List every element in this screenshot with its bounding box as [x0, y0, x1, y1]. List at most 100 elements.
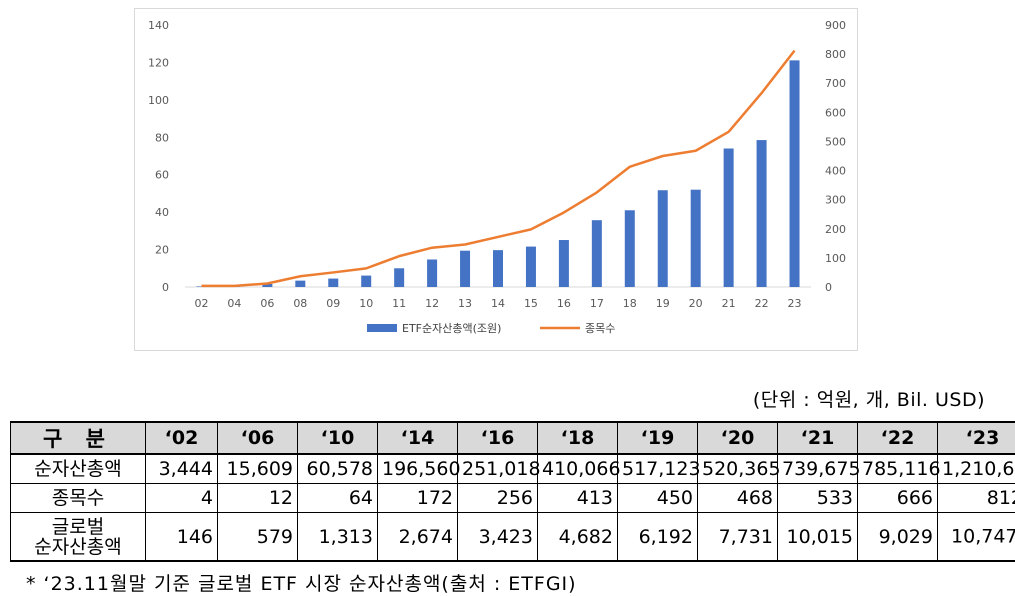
x-tick-label: 22	[755, 297, 769, 310]
y-left-tick-label: 40	[155, 206, 169, 219]
table-cell: 60,578	[297, 453, 378, 484]
chart-panel: 0 20 40 60 80 100 120 140 0 100 200 300 400 500 600 700…	[134, 8, 858, 351]
x-tick-label: 14	[491, 297, 505, 310]
bar	[394, 268, 405, 287]
x-tick-label: 12	[425, 297, 439, 310]
table-cell: 6,192	[617, 512, 698, 562]
table-cell: 15,609	[217, 453, 298, 484]
y-left-tick-label: 20	[155, 244, 169, 257]
y-right-tick-label: 800	[825, 48, 846, 61]
header-cell: ‘10	[297, 421, 378, 455]
y-right-tick-label: 0	[825, 281, 832, 294]
x-tick-label: 23	[788, 297, 802, 310]
table-cell: 10,015	[777, 512, 858, 562]
y-right-tick-label: 900	[825, 19, 846, 32]
bar	[361, 275, 372, 287]
table-cell: 785,116	[857, 453, 941, 484]
table-cell: 9,029	[857, 512, 938, 562]
y-left-tick-label: 100	[148, 94, 169, 107]
table-cell: 146	[145, 512, 218, 562]
bar	[525, 246, 536, 287]
header-cell: ‘14	[377, 421, 458, 455]
y-right-tick-label: 100	[825, 252, 846, 265]
x-tick-label: 18	[623, 297, 637, 310]
x-tick-label: 21	[722, 297, 736, 310]
bar	[427, 259, 438, 287]
bar	[493, 250, 503, 287]
chart-svg: 0204060801001201400100200300400500600700…	[148, 19, 846, 335]
table-cell: 2,674	[377, 512, 458, 562]
x-tick-label: 13	[458, 297, 472, 310]
y-left-tick-label: 120	[148, 56, 169, 69]
footnote: * ‘23.11월말 기준 글로벌 ETF 시장 순자산총액(출처 : ETFG…	[26, 573, 577, 595]
header-cell: ‘18	[537, 421, 618, 455]
table-header-row: 구 분 ‘02 ‘06 ‘10 ‘14 ‘16 ‘18 ‘19 ‘20 ‘21 …	[10, 421, 1015, 455]
table-row: 종목수 4 12 64 172 256 413 450 468 533 666 …	[10, 483, 1015, 513]
table-cell: 812	[937, 483, 1015, 513]
header-cell: 구 분	[10, 421, 146, 455]
bar	[295, 280, 306, 287]
x-tick-label: 16	[557, 297, 571, 310]
y-left-tick-label: 60	[155, 169, 169, 182]
x-tick-label: 08	[293, 297, 307, 310]
row-label: 종목수	[10, 483, 146, 513]
row-label: 순자산총액	[10, 453, 146, 484]
table-cell: 579	[217, 512, 298, 562]
table-cell: 410,066	[537, 453, 621, 484]
y-right-tick-label: 300	[825, 194, 846, 207]
bar	[624, 210, 635, 287]
bar	[558, 240, 569, 287]
legend-swatch-bar	[367, 324, 397, 332]
header-cell: ‘02	[145, 421, 218, 455]
table-cell: 739,675	[777, 453, 861, 484]
header-cell: ‘21	[777, 421, 858, 455]
table-cell: 7,731	[697, 512, 778, 562]
x-tick-label: 15	[524, 297, 538, 310]
bar	[789, 60, 800, 288]
legend-label: ETF순자산총액(조원)	[402, 322, 501, 335]
x-tick-label: 10	[359, 297, 373, 310]
x-tick-label: 19	[656, 297, 670, 310]
x-tick-label: 20	[689, 297, 703, 310]
bar	[723, 148, 734, 287]
y-right-tick-label: 500	[825, 135, 846, 148]
table-row: 순자산총액 3,444 15,609 60,578 196,560 251,01…	[10, 453, 1015, 484]
y-left-tick-label: 80	[155, 131, 169, 144]
x-tick-label: 06	[260, 297, 274, 310]
y-left-tick-label: 140	[148, 19, 169, 32]
table-cell-value: 10,747	[951, 525, 1015, 548]
table-cell: 1,313	[297, 512, 378, 562]
bar	[196, 286, 207, 287]
bar	[460, 250, 471, 287]
table-cell: 517,123	[617, 453, 701, 484]
unit-note: (단위 : 억원, 개, Bil. USD)	[752, 389, 985, 411]
x-tick-label: 09	[326, 297, 340, 310]
x-tick-label: 02	[194, 297, 208, 310]
bar	[328, 278, 339, 287]
bar	[756, 140, 767, 287]
table-cell: 10,747*	[937, 512, 1015, 562]
row-label-line1: 글로벌	[51, 515, 105, 538]
table-cell: 3,444	[145, 453, 218, 484]
row-label: 글로벌 순자산총액	[10, 512, 146, 562]
series-line	[201, 49, 796, 288]
header-cell: ‘23	[937, 421, 1015, 455]
table-cell: 256	[457, 483, 538, 513]
table-cell: 251,018	[457, 453, 541, 484]
row-label-line2: 순자산총액	[34, 535, 122, 558]
data-table: 구 분 ‘02 ‘06 ‘10 ‘14 ‘16 ‘18 ‘19 ‘20 ‘21 …	[10, 421, 1015, 562]
bar	[690, 189, 701, 287]
y-right-tick-label: 600	[825, 106, 846, 119]
bar	[262, 284, 273, 287]
table-cell: 533	[777, 483, 858, 513]
y-right-tick-label: 400	[825, 165, 846, 178]
header-cell: ‘20	[697, 421, 778, 455]
table-cell: 520,365	[697, 453, 781, 484]
header-cell: ‘19	[617, 421, 698, 455]
y-right-tick-label: 200	[825, 223, 846, 236]
table-cell: 172	[377, 483, 458, 513]
table-cell: 1,210,657	[937, 453, 1015, 484]
table-cell: 450	[617, 483, 698, 513]
table-cell: 12	[217, 483, 298, 513]
table-cell: 4	[145, 483, 218, 513]
